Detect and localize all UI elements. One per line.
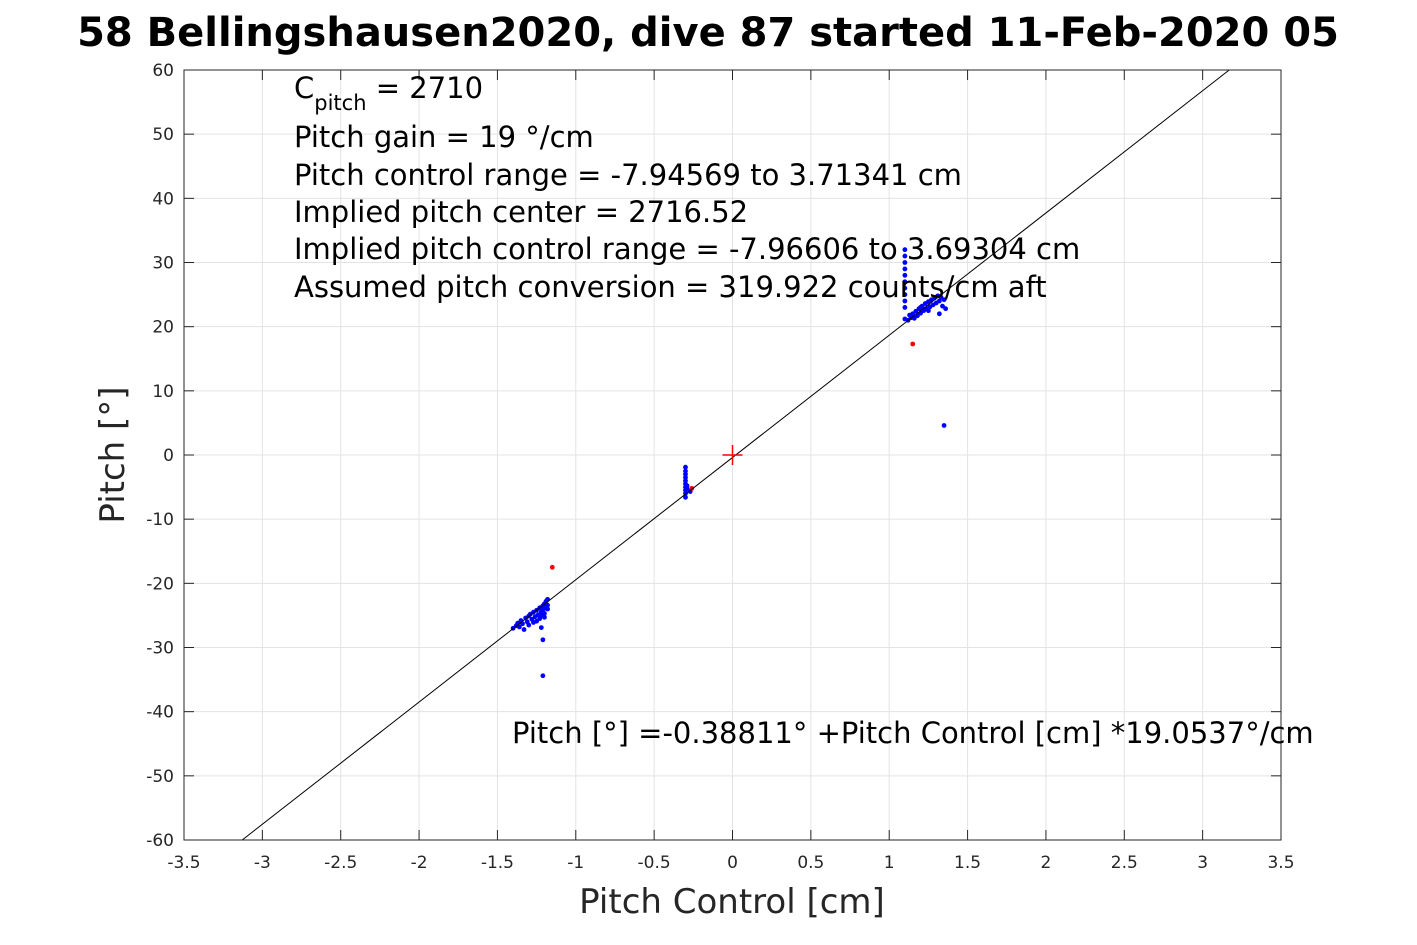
- data-point: [902, 285, 908, 291]
- y-axis-label: Pitch [°]: [93, 386, 133, 523]
- x-tick-label: 2.5: [1111, 853, 1138, 873]
- y-tick-label: -10: [146, 510, 174, 530]
- data-point: [540, 637, 546, 643]
- y-tick-label: -20: [146, 574, 174, 594]
- x-tick-label: -0.5: [638, 853, 671, 873]
- annotation-implied-range: Implied pitch control range = -7.96606 t…: [294, 232, 1080, 266]
- y-tick-label: 50: [152, 125, 174, 145]
- data-point: [902, 292, 908, 297]
- y-axis-ticks: -60 -50 -40 -30 -20 -10 0 10 20 30 40 50 60: [146, 61, 1281, 851]
- x-tick-label: 2: [1041, 853, 1052, 873]
- y-tick-label: 30: [152, 254, 174, 274]
- y-tick-label: -40: [146, 703, 174, 723]
- y-tick-label: 10: [152, 382, 174, 402]
- annotation-c-pitch: Cpitch = 2710: [294, 71, 483, 115]
- data-point: [941, 297, 947, 303]
- y-tick-label: 40: [152, 189, 174, 209]
- data-point: [540, 673, 546, 679]
- center-marker: [722, 445, 743, 465]
- data-point: [936, 311, 942, 317]
- x-axis-label: Pitch Control [cm]: [579, 882, 885, 922]
- data-point: [902, 253, 908, 259]
- y-tick-label: 20: [152, 318, 174, 338]
- x-tick-label: -2.5: [324, 853, 357, 873]
- x-axis-ticks: -3.5 -3 -2.5 -2 -1.5 -1 -0.5 0 0.5 1 1.5 2 2.5 3 3.5: [167, 70, 1295, 873]
- data-point: [943, 306, 949, 312]
- data-point: [545, 602, 550, 608]
- data-point: [902, 266, 908, 272]
- data-point: [526, 622, 532, 628]
- annotation-fit-equation: Pitch [°] =-0.38811° +Pitch Control [cm]…: [512, 716, 1314, 750]
- plot-frame: [183, 69, 1282, 841]
- x-tick-label: -1: [567, 853, 584, 873]
- annotation-pitch-control-range: Pitch control range = -7.94569 to 3.7134…: [294, 158, 962, 192]
- data-point: [936, 298, 942, 304]
- data-point: [902, 298, 908, 304]
- y-tick-label: 60: [152, 61, 174, 81]
- y-tick-label: -30: [146, 639, 174, 659]
- data-point: [516, 624, 522, 630]
- data-point: [902, 279, 908, 285]
- data-point: [910, 341, 916, 347]
- data-point: [941, 423, 947, 428]
- y-tick-label: 0: [163, 446, 174, 466]
- x-tick-label: 1: [884, 853, 895, 873]
- data-point: [542, 614, 547, 620]
- data-point: [925, 308, 931, 314]
- annotation-assumed-conversion: Assumed pitch conversion = 319.922 count…: [294, 270, 1047, 304]
- data-point: [902, 247, 908, 253]
- data-point: [683, 494, 688, 500]
- data-point: [902, 272, 908, 278]
- data-point: [545, 606, 550, 612]
- x-tick-label: 3: [1197, 853, 1208, 873]
- y-tick-label: -50: [146, 767, 174, 787]
- x-tick-label: 0.5: [797, 853, 824, 873]
- c-pitch-value: = 2710: [367, 71, 484, 105]
- data-point: [521, 627, 527, 632]
- data-points: [510, 247, 949, 679]
- x-tick-label: -1.5: [481, 853, 514, 873]
- c-pitch-subscript: pitch: [314, 91, 366, 115]
- data-point: [549, 564, 555, 570]
- data-point: [902, 305, 908, 310]
- data-point: [902, 260, 908, 265]
- y-tick-label: -60: [146, 831, 174, 851]
- x-tick-label: 0: [727, 853, 738, 873]
- x-tick-label: -3: [254, 853, 271, 873]
- chart-title: 58 Bellingshausen2020, dive 87 started 1…: [77, 10, 1339, 56]
- x-tick-label: 3.5: [1267, 853, 1294, 873]
- x-tick-label: 1.5: [954, 853, 981, 873]
- x-tick-label: -3.5: [167, 853, 200, 873]
- annotation-implied-center: Implied pitch center = 2716.52: [294, 195, 748, 229]
- x-tick-label: -2: [411, 853, 428, 873]
- annotation-pitch-gain: Pitch gain = 19 °/cm: [294, 120, 594, 154]
- data-point: [689, 485, 695, 491]
- data-point: [918, 305, 923, 310]
- data-point: [683, 464, 688, 470]
- c-pitch-base: C: [294, 71, 314, 105]
- data-point: [542, 611, 547, 616]
- data-point: [538, 625, 544, 631]
